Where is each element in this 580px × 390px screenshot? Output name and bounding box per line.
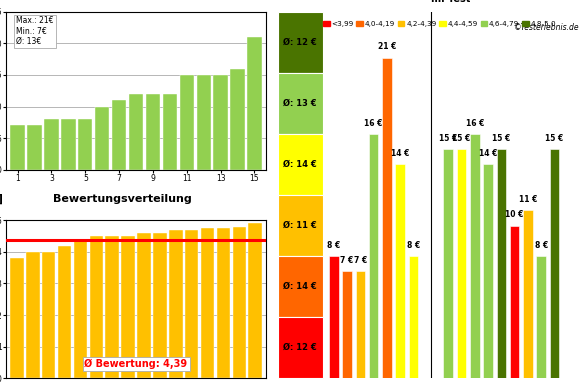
Bar xyxy=(10,258,24,378)
Bar xyxy=(356,271,365,378)
Text: Ø: 11 €: Ø: 11 € xyxy=(284,221,317,230)
Bar xyxy=(58,246,71,378)
Bar xyxy=(483,165,493,378)
Bar xyxy=(277,73,323,134)
Text: 8 €: 8 € xyxy=(535,241,548,250)
Bar xyxy=(106,236,119,378)
Bar xyxy=(230,69,245,170)
Text: Multivitamin Tabletten: Verhältnis von
Preis zu Bewertung - 16 Amazon Bestseller: Multivitamin Tabletten: Verhältnis von P… xyxy=(332,0,569,4)
Bar xyxy=(89,236,103,378)
Bar xyxy=(217,228,230,378)
Bar xyxy=(510,225,520,378)
Bar xyxy=(277,317,323,378)
Bar xyxy=(277,12,323,73)
Bar xyxy=(277,195,323,256)
Text: 15 €: 15 € xyxy=(452,134,470,143)
Bar xyxy=(153,233,166,378)
Text: 16 €: 16 € xyxy=(364,119,383,128)
Text: 8 €: 8 € xyxy=(407,241,420,250)
Bar xyxy=(550,149,559,378)
Bar xyxy=(95,106,110,170)
Legend: <3,99, 4,0-4,19, 4,2-4,39, 4,4-4,59, 4,6-4,79, 4,8-5,0: <3,99, 4,0-4,19, 4,2-4,39, 4,4-4,59, 4,6… xyxy=(323,21,556,27)
Text: Ø: 13 €: Ø: 13 € xyxy=(284,99,317,108)
Text: Ø: 14 €: Ø: 14 € xyxy=(284,160,317,169)
Text: Ø: 12 €: Ø: 12 € xyxy=(284,343,317,352)
Text: 11 €: 11 € xyxy=(519,195,537,204)
Text: 14 €: 14 € xyxy=(391,149,409,158)
Bar xyxy=(329,256,339,378)
Bar xyxy=(27,126,42,170)
Bar xyxy=(277,256,323,317)
Text: [1]: [1] xyxy=(0,194,3,204)
Text: Bewertungsverteilung: Bewertungsverteilung xyxy=(53,195,191,204)
Bar xyxy=(201,228,214,378)
Text: 10 €: 10 € xyxy=(505,211,524,220)
Bar xyxy=(169,230,183,378)
Bar xyxy=(121,236,135,378)
Bar xyxy=(247,37,262,170)
Bar xyxy=(536,256,546,378)
Bar xyxy=(382,57,392,378)
Bar xyxy=(456,149,466,378)
Text: 15 €: 15 € xyxy=(492,134,510,143)
Bar xyxy=(496,149,506,378)
Bar xyxy=(180,75,194,170)
Text: Max.: 21€
Min.: 7€
Ø: 13€: Max.: 21€ Min.: 7€ Ø: 13€ xyxy=(16,16,54,46)
Text: 16 €: 16 € xyxy=(466,119,484,128)
Bar xyxy=(185,230,198,378)
Text: 8 €: 8 € xyxy=(327,241,340,250)
Bar xyxy=(213,75,228,170)
Bar xyxy=(78,119,92,170)
Text: 14 €: 14 € xyxy=(479,149,497,158)
Bar xyxy=(523,210,532,378)
Bar xyxy=(470,134,480,378)
Bar xyxy=(163,94,177,170)
Bar xyxy=(396,165,405,378)
Text: 21 €: 21 € xyxy=(378,43,396,51)
Bar xyxy=(42,252,56,378)
Text: 7 €: 7 € xyxy=(354,256,367,265)
Bar xyxy=(197,75,211,170)
Bar xyxy=(112,100,126,170)
Bar xyxy=(233,227,246,378)
Bar xyxy=(44,119,59,170)
Bar xyxy=(443,149,453,378)
Text: Ø Bewertung: 4,39: Ø Bewertung: 4,39 xyxy=(85,358,187,369)
Bar xyxy=(248,223,262,378)
Bar xyxy=(137,233,151,378)
Bar xyxy=(146,94,160,170)
Bar xyxy=(369,134,379,378)
Text: Ø: 14 €: Ø: 14 € xyxy=(284,282,317,291)
Text: ©Testerlebnis.de: ©Testerlebnis.de xyxy=(514,23,579,32)
Bar xyxy=(129,94,143,170)
Bar xyxy=(277,134,323,195)
Text: Ø: 12 €: Ø: 12 € xyxy=(284,38,317,47)
Bar xyxy=(409,256,418,378)
Text: 15 €: 15 € xyxy=(439,134,457,143)
Text: 15 €: 15 € xyxy=(545,134,564,143)
Bar xyxy=(10,126,25,170)
Bar xyxy=(74,241,87,378)
Text: 7 €: 7 € xyxy=(340,256,354,265)
Bar xyxy=(61,119,75,170)
Bar xyxy=(342,271,352,378)
Bar xyxy=(26,252,39,378)
